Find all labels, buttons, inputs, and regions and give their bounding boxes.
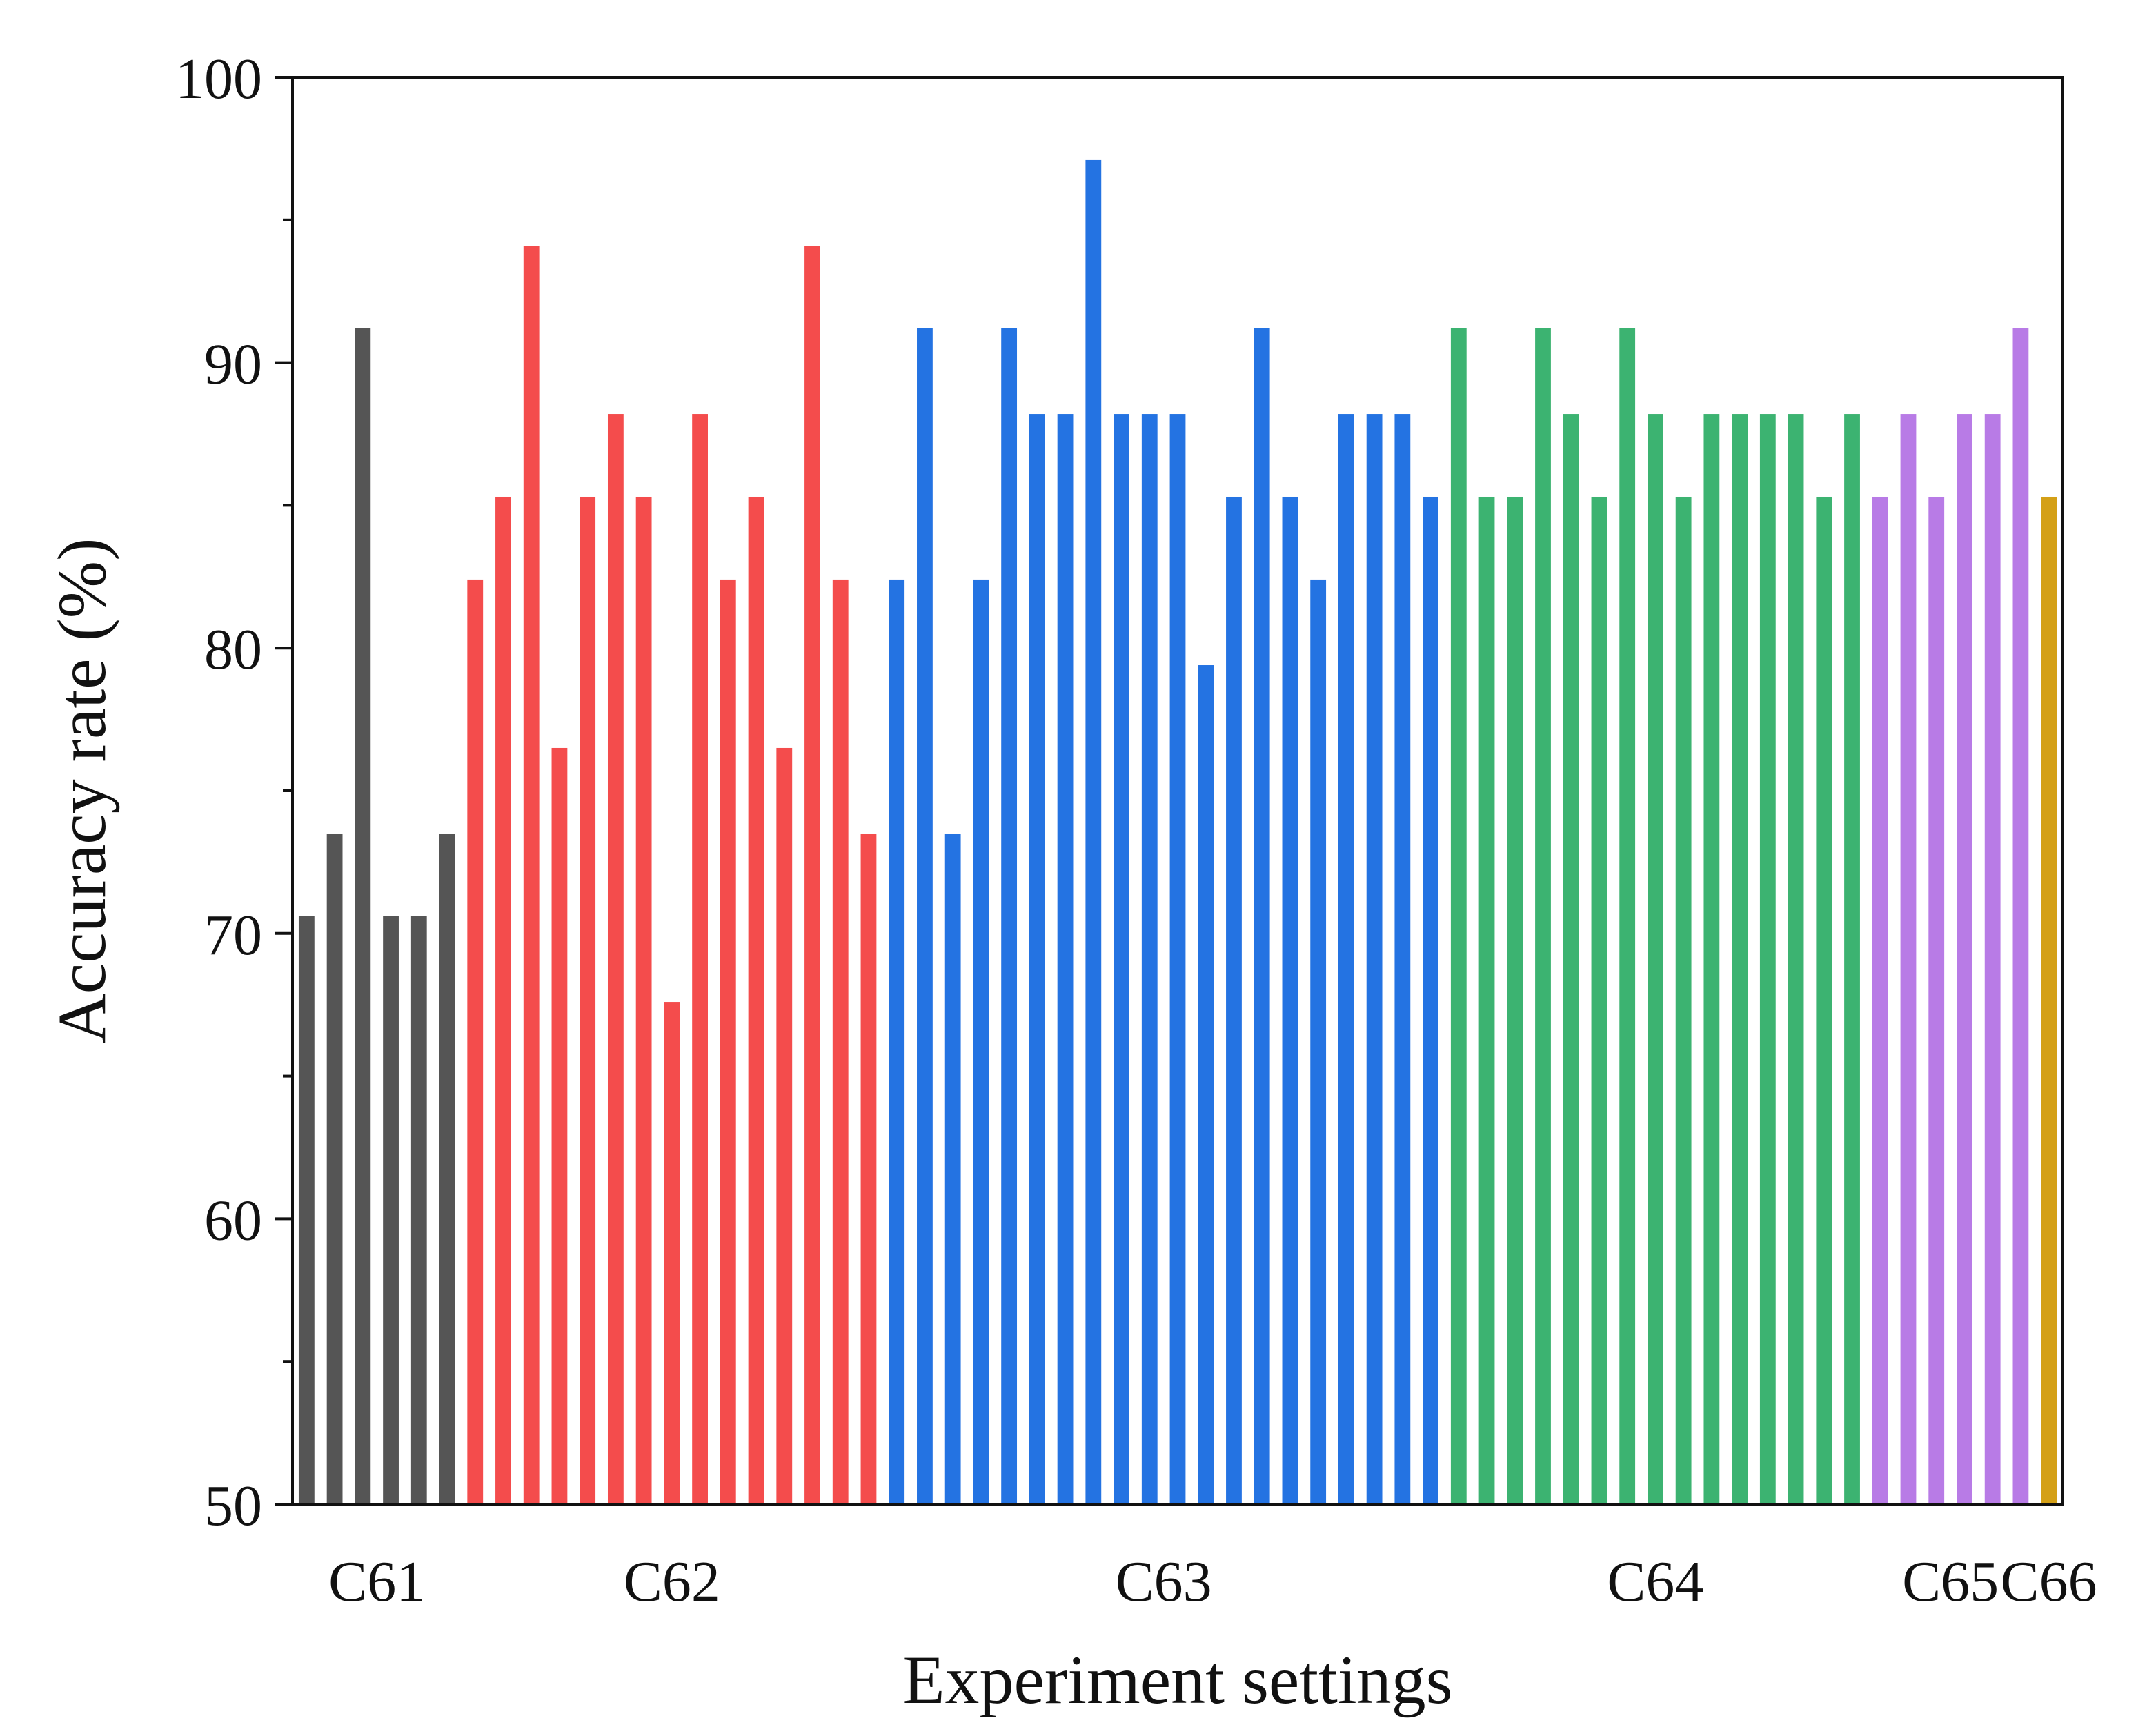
bar-c62 [467,579,484,1505]
bar-c64 [1844,414,1860,1504]
bar-c63 [1198,665,1214,1504]
bar-c65 [1984,414,2001,1504]
bar-c61 [410,916,427,1504]
bar-c64 [1816,496,1832,1504]
bar-c62 [664,1002,680,1504]
bar-c64 [1619,328,1636,1505]
bar-c63 [973,579,989,1505]
x-axis-group-labels: C61 C62 C63 C64 C65 C66 [328,1550,2097,1614]
x-group-label-c61: C61 [328,1550,425,1614]
bar-c65 [1957,414,1972,1504]
bar-c65 [1900,414,1917,1504]
bar-c62 [580,496,596,1504]
bars-group [298,159,2057,1505]
bar-c61 [326,834,343,1504]
bar-c64 [1591,496,1607,1504]
bar-c65 [1872,496,1888,1504]
x-group-label-c63: C63 [1116,1550,1212,1614]
bar-c62 [495,496,511,1504]
bar-c61 [298,916,315,1504]
bar-c64 [1563,414,1579,1504]
bar-c63 [917,328,933,1505]
bar-c62 [523,246,540,1504]
bar-c64 [1675,496,1692,1504]
bar-c63 [1057,414,1074,1504]
y-tick-label: 100 [175,47,262,111]
bar-c62 [776,747,793,1504]
bar-c62 [607,414,624,1504]
x-group-label-c64: C64 [1607,1550,1703,1614]
x-group-label-c62: C62 [624,1550,720,1614]
bar-c64 [1703,414,1720,1504]
bar-c63 [1338,414,1354,1504]
bar-c62 [720,579,736,1505]
bar-c65 [1928,496,1945,1504]
bar-c63 [1423,496,1438,1504]
bar-c63 [1114,414,1129,1504]
x-group-label-c65: C65 [1902,1550,1999,1614]
bar-c63 [1029,414,1045,1504]
bar-c64 [1450,328,1467,1505]
bar-c64 [1648,414,1663,1504]
bar-c64 [1732,414,1748,1504]
bar-c61 [383,916,399,1504]
bar-c63 [944,834,961,1504]
y-tick-label: 50 [204,1474,262,1538]
y-axis-title: Accuracy rate (%) [43,538,120,1044]
bar-c64 [1759,414,1776,1504]
bar-c61 [355,328,371,1505]
bar-c61 [439,834,455,1504]
x-group-label-c66: C66 [2001,1550,2097,1614]
bar-c62 [748,496,764,1504]
bar-c63 [1085,159,1102,1505]
y-axis-ticks: 50 60 70 80 90 100 [175,47,293,1538]
bar-c62 [860,834,877,1504]
bar-c62 [692,414,708,1504]
bar-c64 [1478,496,1495,1504]
y-tick-label: 60 [204,1188,262,1252]
bar-c62 [551,747,568,1504]
bar-c62 [804,246,820,1504]
x-axis-title: Experiment settings [902,1641,1452,1718]
bar-c63 [1254,328,1270,1505]
bar-c64 [1507,496,1523,1504]
y-tick-label: 70 [204,903,262,967]
y-tick-label: 80 [204,618,262,682]
bar-c63 [1366,414,1383,1504]
y-tick-label: 90 [204,333,262,397]
bar-c63 [1226,496,1242,1504]
bar-c64 [1788,414,1804,1504]
bar-c62 [832,579,849,1505]
plot-frame [291,76,2064,1506]
bar-c63 [1141,414,1158,1504]
bar-c65 [2012,328,2029,1505]
bar-c63 [1394,414,1411,1504]
bar-c63 [1310,579,1327,1505]
bar-c63 [1001,328,1018,1505]
bar-c66 [2041,496,2057,1504]
bar-c63 [1282,496,1298,1504]
bar-c63 [889,579,905,1505]
bar-c64 [1535,328,1551,1505]
bar-c62 [635,496,652,1504]
bar-c63 [1169,414,1186,1504]
